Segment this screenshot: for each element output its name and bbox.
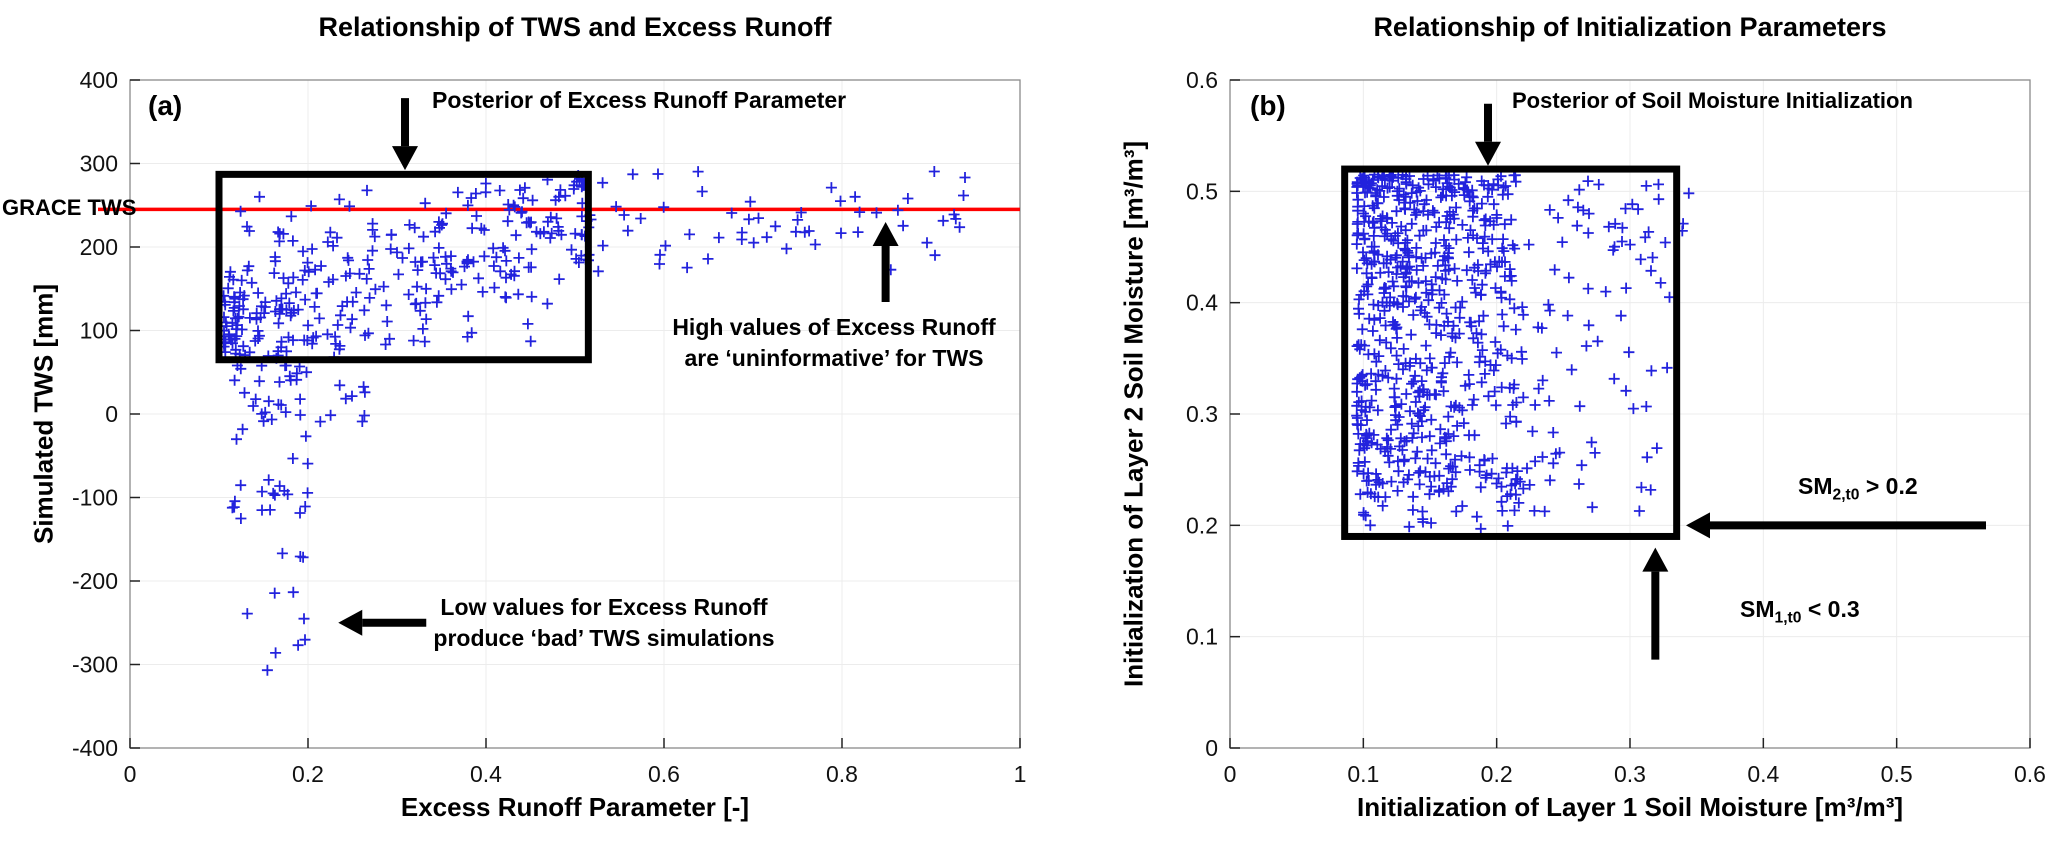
sm2-subscript: 2,t0 [1832, 486, 1860, 504]
annotation-sm2-threshold: SM2,t0 > 0.2 [1798, 473, 1918, 505]
arrow-head [392, 146, 419, 171]
x-tick-label: 0.4 [1747, 761, 1779, 787]
y-tick-label: 200 [80, 234, 118, 260]
scatter-points [1357, 175, 1673, 519]
x-tick-label: 0 [1224, 761, 1237, 787]
y-tick-label: -300 [72, 652, 118, 678]
panel-b-letter: (b) [1250, 90, 1286, 121]
arrow-head [338, 609, 363, 636]
annotation-line: High values of Excess Runoff [672, 314, 996, 340]
panel-b-title: Relationship of Initialization Parameter… [1373, 12, 1887, 42]
x-tick-label: 1 [1014, 761, 1027, 787]
annotation-line: Low values for Excess Runoff [440, 594, 768, 620]
annotation-line: produce ‘bad’ TWS simulations [433, 625, 775, 651]
y-tick-label: 0.3 [1186, 401, 1218, 427]
x-tick-label: 0.6 [648, 761, 680, 787]
annotation-posterior-soil-moisture: Posterior of Soil Moisture Initializatio… [1512, 88, 1913, 113]
sm2-suffix: > 0.2 [1859, 473, 1918, 499]
panel-a-letter: (a) [148, 90, 183, 121]
y-tick-label: 0.2 [1186, 512, 1218, 538]
x-tick-label: 0.5 [1881, 761, 1913, 787]
scatter-points [226, 360, 314, 676]
scatter-points [1358, 448, 1540, 535]
y-tick-label: 0 [105, 401, 118, 427]
scatter-points [576, 166, 971, 277]
y-tick-label: 0.4 [1186, 290, 1218, 316]
y-tick-label: 0 [1205, 735, 1218, 761]
sm2-prefix: SM [1798, 473, 1833, 499]
y-tick-label: 100 [80, 318, 118, 344]
x-tick-label: 0.1 [1347, 761, 1379, 787]
y-tick-label: 0.1 [1186, 624, 1218, 650]
arrow-head [1475, 141, 1501, 166]
panel-a-plot: 0 0.2 0.4 0.6 0.8 1 -400 -300 -200 -100 0 100 200 300… [72, 67, 1027, 787]
arrow-head [1642, 547, 1669, 572]
y-tick-label: 0.6 [1186, 67, 1218, 93]
y-tick-label: -400 [72, 735, 118, 761]
annotation-line: are ‘uninformative’ for TWS [684, 345, 984, 371]
x-tick-label: 0 [124, 761, 137, 787]
arrow-head [872, 221, 899, 246]
annotation-posterior-excess-runoff: Posterior of Excess Runoff Parameter [432, 87, 847, 113]
y-tick-label: -100 [72, 485, 118, 511]
y-tick-label: 400 [80, 67, 118, 93]
posterior-highlight-box [215, 170, 592, 364]
x-tick-label: 0.2 [1481, 761, 1513, 787]
scatter-points [272, 367, 371, 428]
annotation-sm1-threshold: SM1,t0 < 0.3 [1740, 596, 1860, 628]
x-tick-label: 0.4 [470, 761, 502, 787]
sm1-prefix: SM [1740, 596, 1775, 622]
annotation-low-values: Low values for Excess Runoff produce ‘ba… [424, 592, 784, 654]
grace-tws-label: GRACE TWS [2, 195, 137, 220]
y-tick-label: 300 [80, 151, 118, 177]
arrow-head [1686, 512, 1710, 539]
annotation-high-values: High values of Excess Runoff are ‘uninfo… [648, 312, 1020, 374]
posterior-highlight-box [1341, 165, 1681, 540]
sm1-subscript: 1,t0 [1774, 609, 1802, 627]
sm1-suffix: < 0.3 [1801, 596, 1860, 622]
x-tick-label: 0.3 [1614, 761, 1646, 787]
scatter-points [1351, 169, 1522, 501]
x-tick-label: 0.8 [826, 761, 858, 787]
y-tick-label: 0.5 [1186, 178, 1218, 204]
scatter-points [1635, 187, 1695, 303]
y-tick-label: -200 [72, 568, 118, 594]
panel-b-xlabel: Initialization of Layer 1 Soil Moisture … [1356, 792, 1904, 822]
panel-a-title: Relationship of TWS and Excess Runoff [318, 12, 832, 42]
x-tick-label: 0.2 [292, 761, 324, 787]
panel-a-ylabel: Simulated TWS [mm] [28, 283, 59, 545]
scatter-points [218, 170, 597, 364]
panel-a-xlabel: Excess Runoff Parameter [-] [400, 792, 750, 822]
panel-b-ylabel: Initialization of Layer 2 Soil Moisture … [1118, 140, 1149, 688]
panel-b-plot: 0 0.1 0.2 0.3 0.4 0.5 0.6 0 0.1 0.2 0.3 0.4 0.5 0.6 [1186, 67, 2046, 787]
x-tick-label: 0.6 [2014, 761, 2046, 787]
